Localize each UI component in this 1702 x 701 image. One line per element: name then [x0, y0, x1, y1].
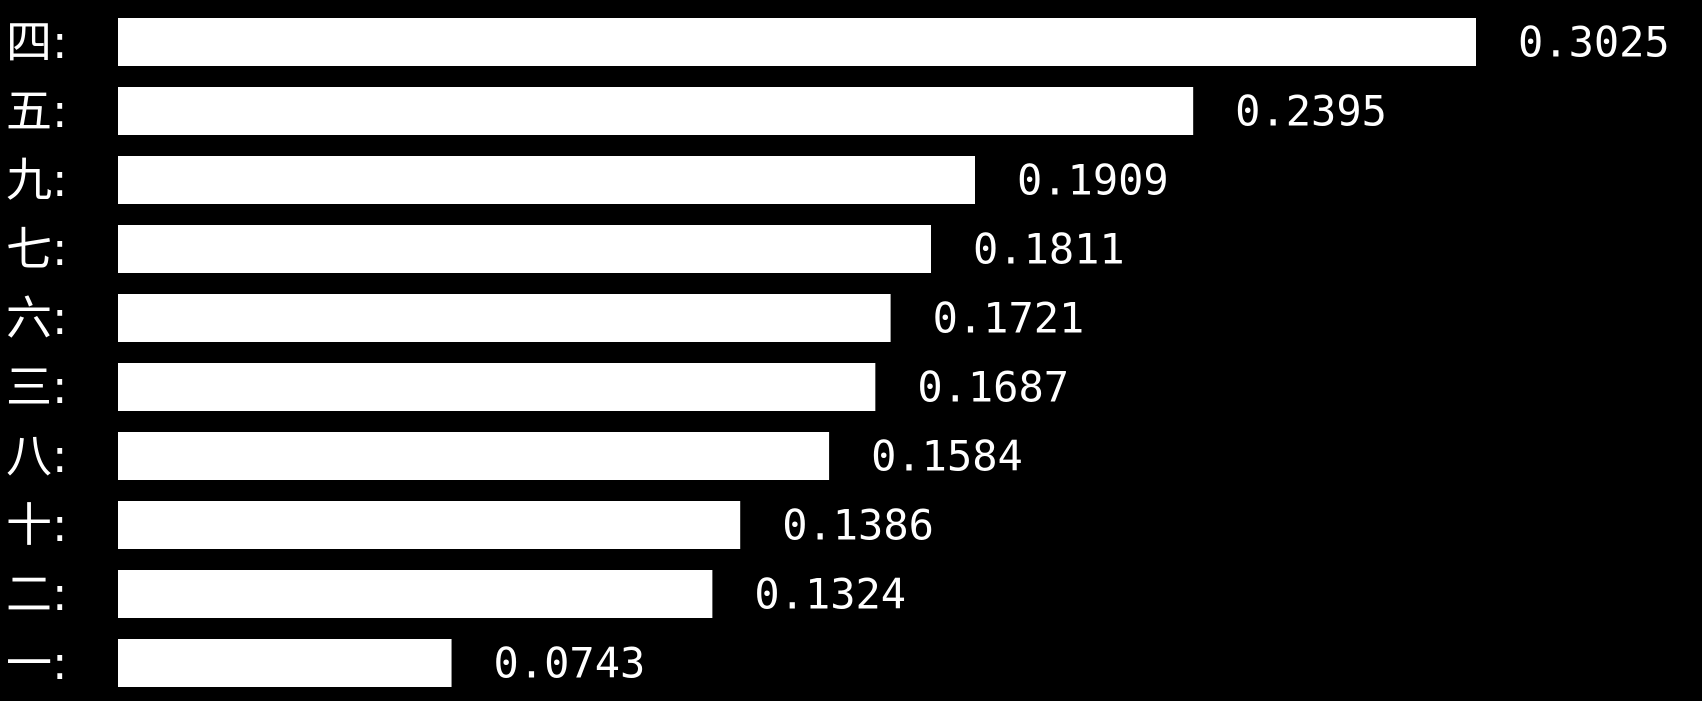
- value-label: 0.1811: [973, 225, 1125, 274]
- value-label: 0.1909: [1017, 156, 1169, 205]
- bar: [118, 225, 932, 273]
- category-label: 十:: [6, 498, 68, 552]
- bar: [118, 18, 1476, 66]
- value-label: 0.1687: [917, 363, 1069, 412]
- bar: [118, 156, 975, 204]
- category-label: 五:: [6, 84, 68, 138]
- category-label: 七:: [6, 222, 68, 276]
- bar: [118, 639, 452, 687]
- category-label: 二:: [6, 567, 68, 621]
- bar: [118, 570, 713, 618]
- bar: [118, 363, 876, 411]
- category-label: 九:: [6, 153, 68, 207]
- bar: [118, 294, 891, 342]
- value-label: 0.2395: [1235, 87, 1387, 136]
- category-label: 一:: [6, 636, 68, 690]
- value-label: 0.1584: [871, 432, 1023, 481]
- value-label: 0.1324: [754, 570, 906, 619]
- category-label: 六:: [6, 291, 68, 345]
- category-label: 三:: [6, 360, 68, 414]
- bar: [118, 432, 830, 480]
- category-label: 八:: [6, 429, 68, 483]
- bar: [118, 87, 1194, 135]
- category-label: 四:: [6, 15, 68, 69]
- value-label: 0.3025: [1518, 18, 1670, 67]
- bar: [118, 501, 741, 549]
- value-label: 0.0743: [494, 639, 646, 688]
- value-label: 0.1721: [933, 294, 1085, 343]
- value-label: 0.1386: [782, 501, 934, 550]
